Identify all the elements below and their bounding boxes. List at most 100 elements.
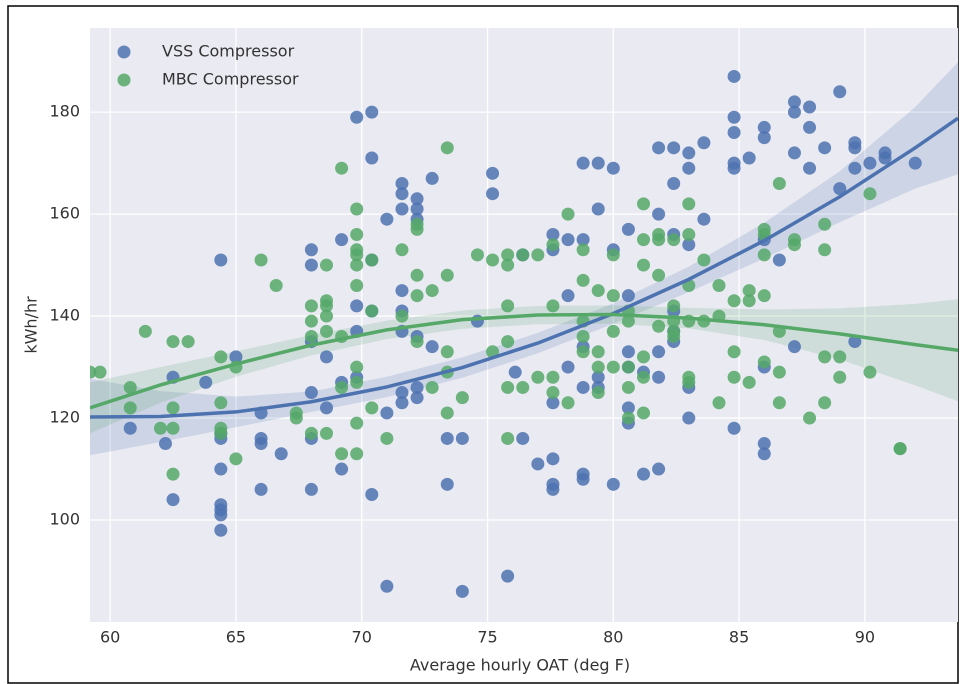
data-point (335, 462, 349, 476)
data-point (848, 161, 862, 175)
data-point (425, 171, 439, 185)
data-point (712, 396, 726, 410)
data-point (410, 391, 424, 405)
data-point (772, 177, 786, 191)
data-point (682, 238, 696, 252)
data-point (621, 289, 635, 303)
data-point (486, 166, 500, 180)
data-point (606, 289, 620, 303)
data-point (319, 426, 333, 440)
data-point (214, 508, 228, 522)
data-point (335, 161, 349, 175)
data-point (606, 161, 620, 175)
data-point (591, 202, 605, 216)
data-point (742, 375, 756, 389)
data-point (591, 284, 605, 298)
data-point (637, 233, 651, 247)
data-point (501, 569, 515, 583)
data-point (395, 284, 409, 298)
data-point (742, 284, 756, 298)
data-point (335, 233, 349, 247)
data-point (395, 187, 409, 201)
data-point (289, 411, 303, 425)
data-point (621, 222, 635, 236)
data-point (682, 161, 696, 175)
data-point (606, 360, 620, 374)
data-point (833, 350, 847, 364)
data-point (667, 299, 681, 313)
data-point (561, 233, 575, 247)
data-point (621, 380, 635, 394)
data-point (697, 136, 711, 150)
data-point (757, 131, 771, 145)
data-point (470, 248, 484, 262)
data-point (214, 396, 228, 410)
data-point (380, 431, 394, 445)
data-point (576, 472, 590, 486)
data-point (742, 294, 756, 308)
data-point (486, 253, 500, 267)
data-point (757, 289, 771, 303)
data-point (848, 141, 862, 155)
data-point (757, 248, 771, 262)
data-point (591, 345, 605, 359)
data-point (576, 380, 590, 394)
data-point (440, 268, 454, 282)
data-point (621, 345, 635, 359)
data-point (606, 477, 620, 491)
data-point (712, 278, 726, 292)
data-point (787, 105, 801, 119)
fit-line (90, 116, 958, 419)
data-point (576, 273, 590, 287)
data-point (350, 447, 364, 461)
data-point (772, 396, 786, 410)
data-point (652, 268, 666, 282)
data-point (440, 406, 454, 420)
data-point (772, 253, 786, 267)
data-point (350, 416, 364, 430)
data-point (682, 197, 696, 211)
data-point (350, 375, 364, 389)
data-point (319, 401, 333, 415)
data-point (166, 401, 180, 415)
data-point (667, 233, 681, 247)
x-tick-label: 80 (603, 628, 623, 647)
data-point (637, 370, 651, 384)
data-point (546, 238, 560, 252)
data-point (652, 207, 666, 221)
data-point (440, 477, 454, 491)
data-point (350, 360, 364, 374)
data-point (214, 523, 228, 537)
data-point (818, 141, 832, 155)
y-axis-label: kWh/hr (22, 296, 41, 354)
data-point (591, 370, 605, 384)
data-point (576, 156, 590, 170)
data-point (395, 202, 409, 216)
data-point (652, 462, 666, 476)
data-point (166, 421, 180, 435)
data-point (455, 431, 469, 445)
data-point (727, 110, 741, 124)
legend-label: VSS Compressor (162, 42, 295, 61)
data-point (591, 156, 605, 170)
data-point (818, 217, 832, 231)
x-tick-label: 75 (477, 628, 497, 647)
data-point (637, 467, 651, 481)
data-point (803, 120, 817, 134)
data-point (742, 151, 756, 165)
data-point (158, 437, 172, 451)
legend-marker (117, 45, 131, 59)
data-point (516, 380, 530, 394)
data-point (486, 187, 500, 201)
data-point (652, 233, 666, 247)
data-point (410, 380, 424, 394)
fit-lines (90, 116, 958, 419)
data-point (380, 406, 394, 420)
data-point (863, 156, 877, 170)
data-point (637, 197, 651, 211)
data-point (319, 324, 333, 338)
data-point (365, 105, 379, 119)
data-point (123, 401, 137, 415)
data-point (455, 391, 469, 405)
